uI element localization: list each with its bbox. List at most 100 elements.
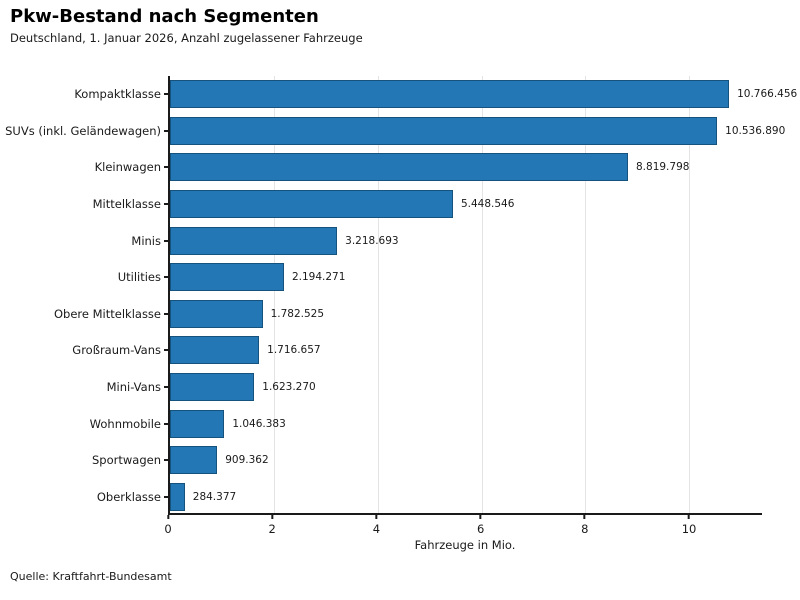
bar-row: 909.362 xyxy=(170,442,762,479)
bar xyxy=(170,263,284,292)
y-axis-label-row: Kleinwagen xyxy=(0,149,168,186)
x-tick-mark xyxy=(479,515,482,519)
bar xyxy=(170,482,185,511)
bar xyxy=(170,80,730,109)
bar-value-label: 1.716.657 xyxy=(267,344,321,357)
x-tick: 10 xyxy=(681,515,697,536)
bar-value-label: 284.377 xyxy=(192,490,237,503)
bar xyxy=(170,409,225,438)
bar-row: 10.766.456 xyxy=(170,76,797,113)
category-label: Obere Mittelklasse xyxy=(54,306,161,321)
y-tick-mark xyxy=(164,312,168,315)
bar xyxy=(170,446,218,475)
bar-row: 2.194.271 xyxy=(170,259,762,296)
category-label: Minis xyxy=(131,233,161,248)
bar-row: 1.046.383 xyxy=(170,405,762,442)
category-label: Mini-Vans xyxy=(106,379,161,394)
x-tick-label: 0 xyxy=(164,522,172,536)
y-tick-mark xyxy=(164,276,168,279)
bar-row: 1.623.270 xyxy=(170,369,762,406)
gridline xyxy=(273,76,275,513)
bar xyxy=(170,153,628,182)
category-label: Utilities xyxy=(117,270,161,285)
x-tick-mark xyxy=(271,515,274,519)
bar-value-label: 2.194.271 xyxy=(291,271,346,284)
y-tick-mark xyxy=(164,93,168,96)
y-axis-label-row: Utilities xyxy=(0,259,168,296)
category-label: Kompaktklasse xyxy=(74,87,161,102)
y-axis-label-row: SUVs (inkl. Geländewagen) xyxy=(0,113,168,150)
gridline xyxy=(481,76,483,513)
y-axis-label-row: Großraum-Vans xyxy=(0,332,168,369)
source-note: Quelle: Kraftfahrt-Bundesamt xyxy=(10,570,172,583)
bar xyxy=(170,372,255,401)
x-tick-label: 2 xyxy=(268,522,276,536)
y-tick-mark xyxy=(164,239,168,242)
y-tick-mark xyxy=(164,166,168,169)
plot-area: 10.766.456 10.536.890 8.819.798 5.448.546 3.… xyxy=(168,76,797,515)
bar-value-label: 1.623.270 xyxy=(262,380,316,393)
x-tick-mark xyxy=(166,515,169,519)
x-tick: 4 xyxy=(373,515,380,536)
x-tick: 2 xyxy=(269,515,276,536)
x-tick-mark xyxy=(688,515,691,519)
bar-value-label: 8.819.798 xyxy=(636,161,690,174)
chart-subtitle: Deutschland, 1. Januar 2026, Anzahl zuge… xyxy=(10,31,363,45)
category-label: Großraum-Vans xyxy=(72,343,161,358)
y-axis-label-row: Minis xyxy=(0,222,168,259)
bar xyxy=(170,299,263,328)
x-tick-label: 8 xyxy=(581,522,589,536)
bar-row: 284.377 xyxy=(170,478,762,515)
chart-title: Pkw-Bestand nach Segmenten xyxy=(10,6,319,27)
y-tick-mark xyxy=(164,385,168,388)
gridline xyxy=(689,76,691,513)
x-tick: 6 xyxy=(477,515,484,536)
x-tick: 8 xyxy=(581,515,588,536)
bar-value-label: 5.448.546 xyxy=(460,198,515,211)
bar-row: 1.716.657 xyxy=(170,332,762,369)
y-tick-mark xyxy=(164,349,168,352)
x-tick-mark xyxy=(583,515,586,519)
bar-row: 10.536.890 xyxy=(170,113,785,150)
y-axis-label-row: Obere Mittelklasse xyxy=(0,296,168,333)
bar xyxy=(170,226,338,255)
x-tick: 0 xyxy=(164,515,172,536)
bar-value-label: 10.536.890 xyxy=(725,124,786,137)
category-label: Sportwagen xyxy=(92,453,161,468)
bar-row: 3.218.693 xyxy=(170,222,762,259)
category-label: Kleinwagen xyxy=(94,160,161,175)
y-axis-label-row: Wohnmobile xyxy=(0,405,168,442)
bar xyxy=(170,116,718,145)
y-axis-label-row: Kompaktklasse xyxy=(0,76,168,113)
x-axis-label: Fahrzeuge in Mio. xyxy=(414,538,516,552)
x-tick-label: 6 xyxy=(476,522,485,536)
y-tick-mark xyxy=(164,129,168,132)
bar-value-label: 10.766.456 xyxy=(737,88,798,101)
gridline xyxy=(585,76,587,513)
bar-value-label: 909.362 xyxy=(225,454,269,467)
y-axis-label-row: Mini-Vans xyxy=(0,369,168,406)
bar-value-label: 1.046.383 xyxy=(232,417,286,430)
bar xyxy=(170,190,453,219)
y-tick-mark xyxy=(164,459,168,462)
x-tick-label: 4 xyxy=(372,522,381,536)
y-tick-mark xyxy=(164,422,168,425)
bar-value-label: 3.218.693 xyxy=(345,234,399,247)
y-axis-category-labels: Kompaktklasse SUVs (inkl. Geländewagen) Kl… xyxy=(0,76,168,515)
bar xyxy=(170,336,260,365)
y-axis-label-row: Oberklasse xyxy=(0,478,168,515)
category-label: Mittelklasse xyxy=(92,197,161,212)
bar-value-label: 1.782.525 xyxy=(270,307,325,320)
x-axis-ticks: 0 2 4 6 8 10 xyxy=(164,515,762,541)
category-label: Wohnmobile xyxy=(89,416,161,431)
gridline xyxy=(377,76,379,513)
bar-row: 8.819.798 xyxy=(170,149,762,186)
category-label: Oberklasse xyxy=(96,489,161,504)
y-axis-label-row: Sportwagen xyxy=(0,442,168,479)
bar-row: 5.448.546 xyxy=(170,186,762,223)
x-tick-label: 10 xyxy=(681,522,697,536)
bar-row: 1.782.525 xyxy=(170,296,762,333)
y-axis-label-row: Mittelklasse xyxy=(0,186,168,223)
category-label: SUVs (inkl. Geländewagen) xyxy=(5,123,161,138)
